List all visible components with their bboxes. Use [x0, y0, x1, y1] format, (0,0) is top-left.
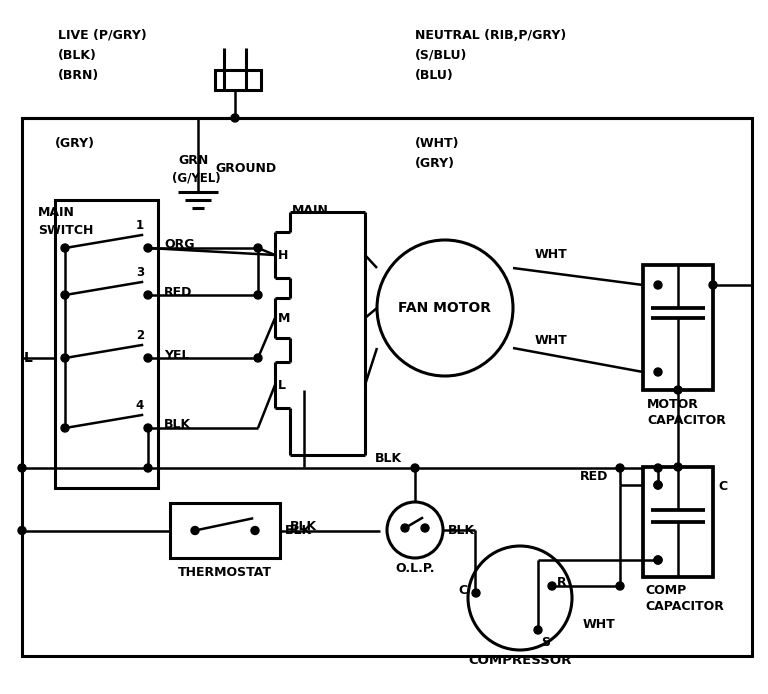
Text: 4: 4 [136, 399, 144, 412]
Text: 1: 1 [136, 219, 144, 232]
Bar [22, 118, 752, 656]
Circle shape [674, 386, 682, 394]
Text: ORG: ORG [164, 237, 194, 251]
Circle shape [534, 626, 542, 634]
Circle shape [251, 527, 259, 534]
Circle shape [674, 463, 682, 471]
Circle shape [616, 582, 624, 590]
Circle shape [61, 424, 69, 432]
Circle shape [144, 354, 152, 362]
Text: WHT: WHT [535, 334, 568, 346]
Circle shape [144, 424, 152, 432]
Text: (GRY): (GRY) [415, 157, 455, 169]
Circle shape [144, 244, 152, 252]
Text: LIVE (P/GRY): LIVE (P/GRY) [58, 28, 147, 42]
Circle shape [654, 481, 662, 489]
Text: COMPRESSOR: COMPRESSOR [468, 654, 571, 666]
Text: 3: 3 [136, 266, 144, 279]
Circle shape [654, 556, 662, 564]
Text: SWITCH: SWITCH [38, 223, 94, 237]
Text: BLK: BLK [290, 520, 317, 534]
Text: (BLK): (BLK) [58, 49, 97, 62]
Bar [643, 265, 713, 390]
Circle shape [411, 464, 419, 472]
Text: (BLU): (BLU) [415, 69, 454, 81]
Circle shape [144, 464, 152, 472]
Text: C: C [458, 584, 467, 598]
Text: RED: RED [164, 285, 192, 298]
Text: (BRN): (BRN) [58, 69, 99, 81]
Circle shape [254, 244, 262, 252]
Circle shape [231, 114, 239, 122]
Text: L: L [24, 351, 32, 365]
Text: RED: RED [580, 471, 608, 484]
Circle shape [654, 281, 662, 289]
Circle shape [254, 354, 262, 362]
Text: GROUND: GROUND [215, 162, 276, 174]
Text: COMP: COMP [645, 584, 687, 597]
Circle shape [548, 582, 556, 590]
Circle shape [254, 291, 262, 299]
Text: H: H [278, 248, 288, 262]
Text: (S/BLU): (S/BLU) [415, 49, 468, 62]
Text: CAPACITOR: CAPACITOR [645, 600, 724, 613]
Circle shape [61, 354, 69, 362]
Bar [170, 503, 280, 558]
Circle shape [421, 524, 429, 532]
Circle shape [144, 291, 152, 299]
Circle shape [654, 481, 662, 489]
Text: THERMOSTAT: THERMOSTAT [178, 566, 272, 579]
Text: R: R [557, 577, 567, 589]
Text: BLK: BLK [448, 523, 475, 536]
Bar [215, 70, 261, 90]
Bar [643, 467, 713, 577]
Text: BLK: BLK [164, 418, 191, 430]
Text: BLK: BLK [375, 452, 402, 464]
Circle shape [654, 464, 662, 472]
Circle shape [191, 527, 199, 534]
Circle shape [472, 589, 480, 597]
Text: C: C [718, 480, 727, 493]
Circle shape [616, 464, 624, 472]
Circle shape [61, 291, 69, 299]
Bar [55, 200, 158, 488]
Text: L: L [278, 378, 286, 391]
Text: (WHT): (WHT) [415, 137, 459, 149]
Circle shape [709, 281, 717, 289]
Text: WHT: WHT [535, 248, 568, 260]
Text: M: M [278, 312, 290, 325]
Text: MAIN: MAIN [38, 205, 74, 219]
Text: S: S [541, 636, 550, 648]
Circle shape [18, 527, 26, 534]
Text: (GRY): (GRY) [55, 137, 95, 149]
Circle shape [18, 464, 26, 472]
Text: MOTOR: MOTOR [647, 398, 699, 410]
Text: (G/YEL): (G/YEL) [172, 171, 220, 185]
Circle shape [61, 244, 69, 252]
Text: YEL: YEL [164, 348, 190, 362]
Text: BLK: BLK [285, 524, 312, 537]
Text: CAPACITOR: CAPACITOR [647, 414, 726, 427]
Text: WHT: WHT [583, 618, 616, 632]
Circle shape [654, 368, 662, 376]
Text: 2: 2 [136, 329, 144, 342]
Text: O.L.P.: O.L.P. [396, 561, 435, 575]
Circle shape [401, 524, 409, 532]
Text: NEUTRAL (RIB,P/GRY): NEUTRAL (RIB,P/GRY) [415, 28, 566, 42]
Text: GRN: GRN [178, 153, 208, 167]
Circle shape [654, 556, 662, 564]
Text: MAIN: MAIN [292, 203, 329, 217]
Text: FAN MOTOR: FAN MOTOR [399, 301, 492, 315]
